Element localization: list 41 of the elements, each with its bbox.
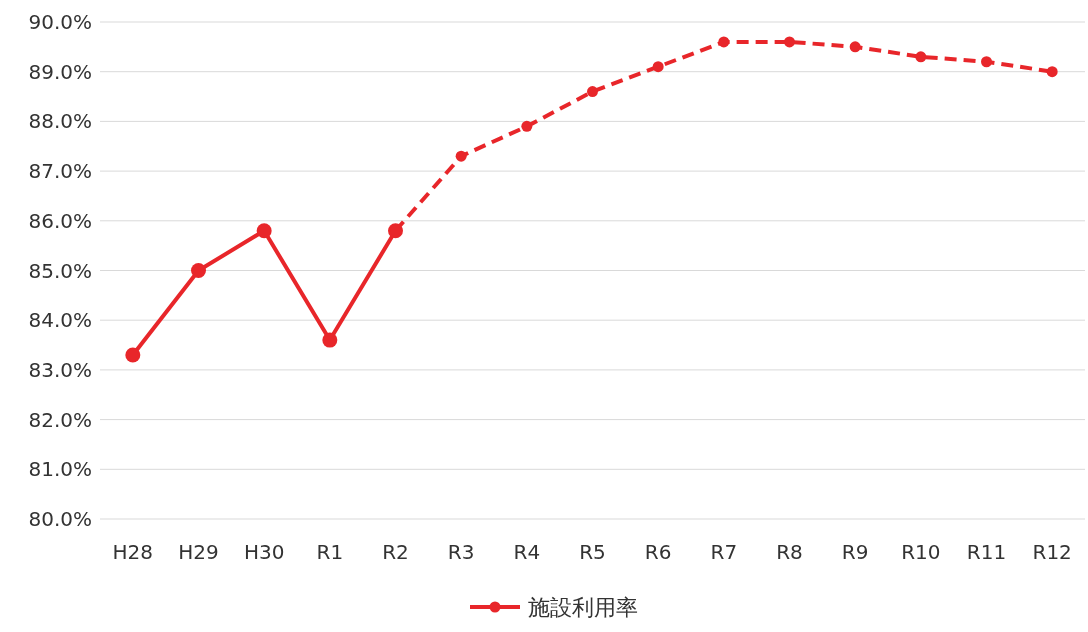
point [322,332,338,348]
y-tick-label: 88.0% [28,109,92,134]
x-tick-label: R8 [776,540,803,564]
x-tick-label: R1 [316,540,344,564]
x-tick-label: R4 [513,540,541,564]
point [587,86,598,98]
point [1046,66,1058,78]
legend-label: 施設利用率 [528,594,638,620]
x-tick-label: R10 [901,540,941,564]
x-tick-label: R2 [382,540,409,564]
x-tick-label: H30 [243,540,285,564]
x-tick-label: H29 [178,540,219,564]
point [652,61,664,73]
point [784,36,795,48]
x-tick-label: H28 [112,540,154,564]
point [521,120,533,132]
point [125,347,141,363]
y-tick-label: 81.0% [28,457,92,482]
y-tick-label: 85.0% [28,258,92,283]
x-tick-label: R7 [710,540,738,564]
y-tick-label: 89.0% [28,59,92,84]
y-tick-label: 80.0% [28,507,92,531]
x-tick-label: R11 [966,540,1007,564]
point [718,36,730,48]
y-tick-label: 82.0% [28,407,92,432]
x-tick-label: R9 [841,540,869,564]
y-tick-label: 90.0% [28,10,92,34]
x-tick-label: R5 [579,540,606,564]
y-tick-label: 86.0% [28,208,92,233]
y-tick-label: 87.0% [28,159,92,184]
point [849,41,861,53]
y-tick-label: 83.0% [28,357,92,382]
x-tick-label: R12 [1032,540,1072,564]
point [455,150,467,162]
point [981,56,992,68]
x-tick-label: R6 [644,540,672,564]
point [915,51,927,63]
x-tick-label: R3 [447,540,475,564]
point [191,263,206,278]
point [256,223,272,239]
y-tick-label: 84.0% [28,308,92,333]
